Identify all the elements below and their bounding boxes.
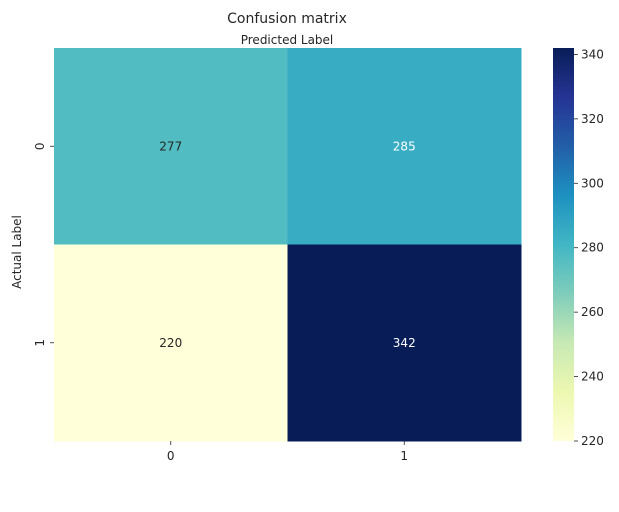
- colorbar-tick-label-6: 340: [581, 47, 604, 61]
- x-tick-label-1: 1: [400, 449, 408, 463]
- colorbar-tick-label-3: 280: [581, 241, 604, 255]
- cell-value-label-0-0: 277: [159, 139, 182, 153]
- colorbar-tick-label-4: 300: [581, 176, 604, 190]
- y-tick-label-0: 0: [33, 142, 47, 150]
- chart-title: Confusion matrix: [227, 11, 347, 27]
- cell-value-label-1-1: 342: [393, 336, 416, 350]
- heatmap-cell-1-1: [287, 244, 522, 442]
- colorbar-tick-label-0: 220: [581, 434, 604, 448]
- heatmap-cell-1-0: [54, 244, 288, 442]
- heatmap-cells: 277 285 220 342: [54, 48, 522, 442]
- heatmap-cell-0-0: [54, 48, 288, 245]
- y-axis-ticks: 01: [33, 142, 54, 347]
- cell-value-label-1-0: 220: [159, 336, 182, 350]
- y-tick-label-1: 1: [33, 339, 47, 347]
- heatmap-cell-0-1: [287, 48, 522, 245]
- colorbar-tick-label-2: 260: [581, 305, 604, 319]
- colorbar: 220 240 260 280 300 320 340: [553, 47, 604, 448]
- colorbar-tick-label-5: 320: [581, 112, 604, 126]
- colorbar-ticks: 220 240 260 280 300 320 340: [574, 47, 604, 448]
- x-axis-label: Predicted Label: [241, 33, 334, 47]
- y-axis-label: Actual Label: [10, 215, 24, 289]
- colorbar-gradient: [553, 48, 574, 441]
- colorbar-tick-label-1: 240: [581, 370, 604, 384]
- cell-value-label-0-1: 285: [393, 139, 416, 153]
- x-tick-label-0: 0: [167, 449, 175, 463]
